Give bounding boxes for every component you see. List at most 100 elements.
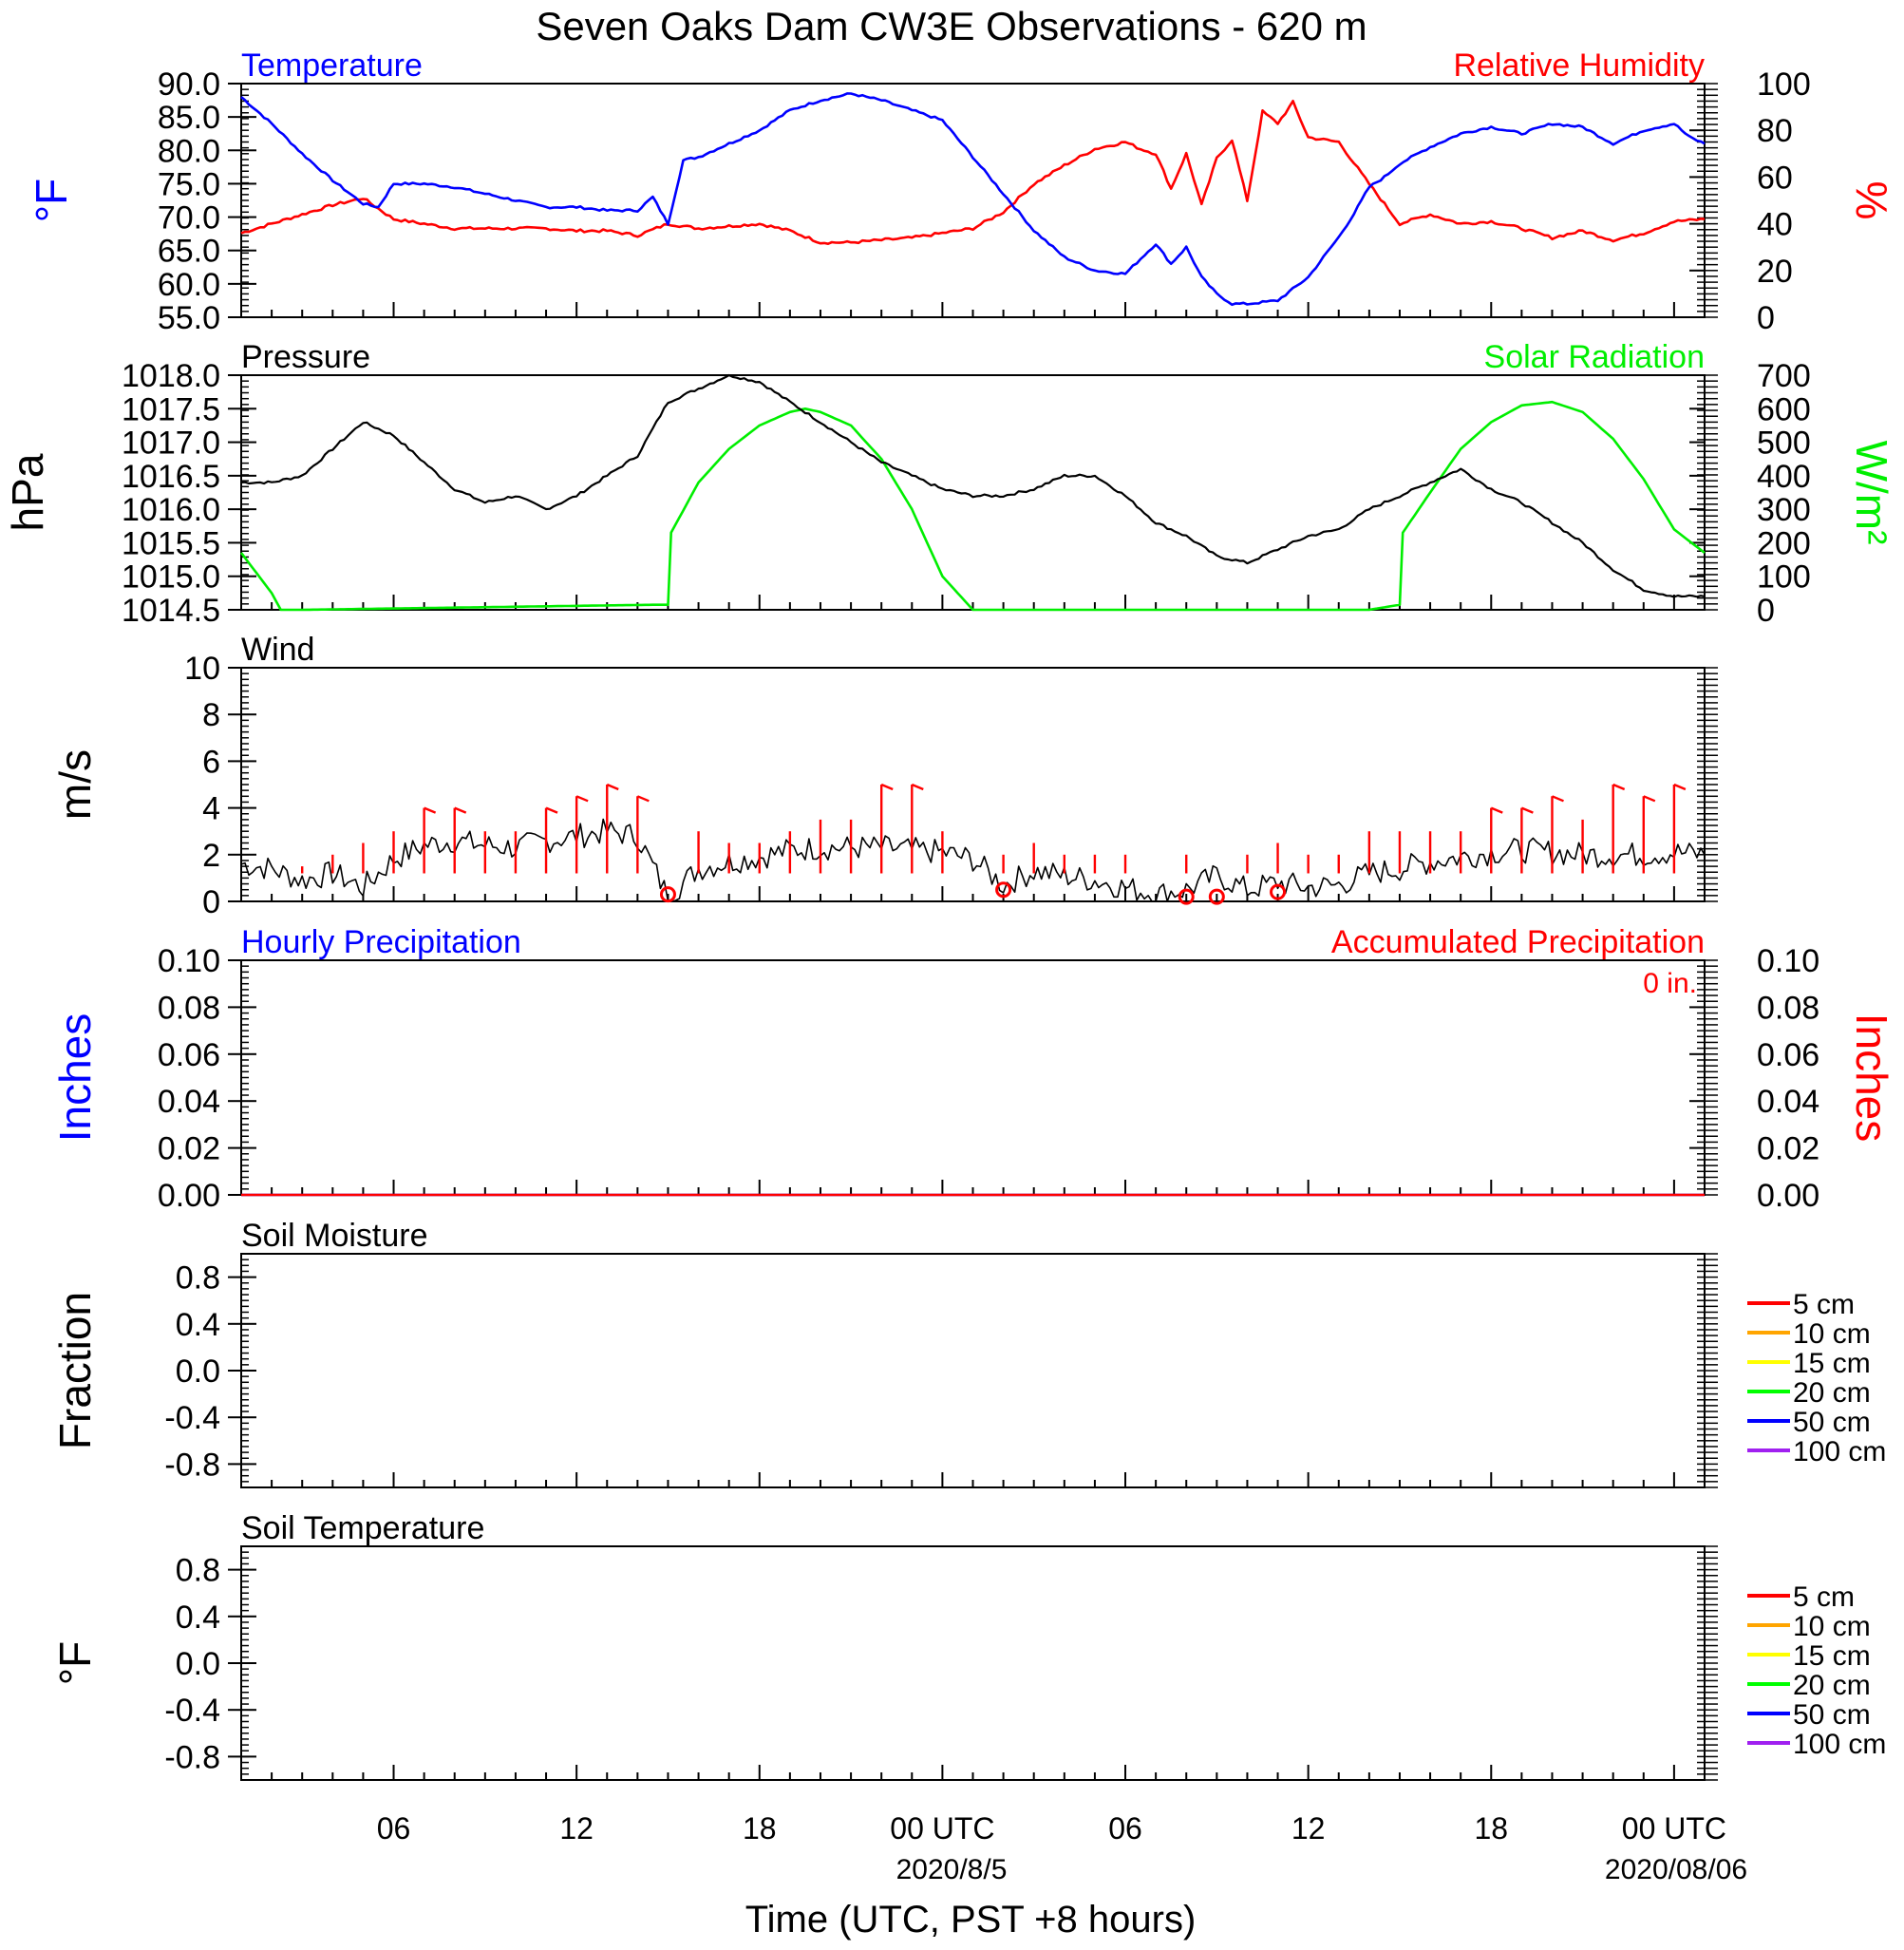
y-right-tick-label: 100: [1757, 66, 1811, 103]
wind-barb-flag-5: [454, 806, 467, 814]
wind-barb-flag-37: [1552, 795, 1564, 803]
y-right-tick-label: 0.06: [1757, 1037, 1819, 1073]
series-pressure: [240, 373, 1706, 598]
x-tick-label-5: 12: [1291, 1811, 1326, 1846]
x-tick-labels: 06 12 18 00 UTC 06 12 18 00 UTC: [377, 1811, 1726, 1846]
wind-barb-flag-10: [606, 783, 619, 791]
y-right-tick-label: 600: [1757, 391, 1811, 427]
calm-marker-2: [1178, 888, 1195, 905]
y-tick-label: -0.4: [164, 1400, 220, 1436]
y-right-tick-label: 700: [1757, 358, 1811, 394]
y-tick-label: 75.0: [158, 166, 220, 202]
wind-barb-flag-11: [636, 795, 650, 803]
y-tick-label: 70.0: [158, 200, 220, 237]
y-tick-label: 0.8: [176, 1553, 220, 1589]
legend-label-3: 20 cm: [1793, 1670, 1871, 1701]
legend-label-5: 100 cm: [1793, 1436, 1886, 1467]
y-tick-label: 1014.5: [122, 593, 220, 629]
y-tick-label: 1018.0: [122, 358, 220, 394]
panel-left-unit: m/s: [50, 749, 100, 820]
x-tick-label-7: 00 UTC: [1622, 1811, 1726, 1846]
x-axis-label: Time (UTC, PST +8 hours): [745, 1899, 1197, 1941]
x-axis: 06 12 18 00 UTC 06 12 18 00 UTC 2020/8/5 2020/0…: [377, 1811, 1747, 1941]
y-tick-label: 0.4: [176, 1600, 220, 1636]
wind-barb-flag-9: [575, 795, 589, 803]
panel-frame: [240, 667, 1706, 902]
wind-barb-flag-19: [911, 783, 924, 791]
y-right-tick-label: 100: [1757, 559, 1811, 596]
panel-precip: 0.10 0.08 0.06 0.04 0.02 0.00 0.10 0.08 0.06 0.04…: [50, 924, 1896, 1214]
y-right-tick-label: 300: [1757, 492, 1811, 528]
y-right-tick-label: 80: [1757, 113, 1793, 149]
y-right-tick-label: 0: [1757, 300, 1775, 336]
chart-title: Seven Oaks Dam CW3E Observations - 620 m: [536, 4, 1367, 48]
x-tick-label-2: 18: [743, 1811, 777, 1846]
y-tick-label: -0.8: [164, 1447, 220, 1483]
wind-barb-flag-41: [1673, 783, 1687, 791]
y-tick-label: 60.0: [158, 267, 220, 303]
panel-right-title: Relative Humidity: [1453, 47, 1705, 84]
wind-barb-flag-18: [880, 783, 894, 791]
y-tick-label: 1017.0: [122, 426, 220, 462]
series-temperature: [240, 92, 1706, 307]
legend-label-1: 10 cm: [1793, 1611, 1871, 1642]
legend-label-0: 5 cm: [1793, 1581, 1855, 1613]
y-tick-label: -0.8: [164, 1739, 220, 1775]
panel-right-title: Accumulated Precipitation: [1331, 924, 1705, 960]
panel-left-title: Soil Moisture: [241, 1218, 428, 1254]
series-relative-humidity: [240, 100, 1706, 246]
y-tick-label: 0.4: [176, 1307, 220, 1343]
y-tick-label: 65.0: [158, 234, 220, 270]
y-tick-label: 2: [202, 838, 220, 874]
x-tick-label-6: 18: [1474, 1811, 1508, 1846]
panel-temp-rh: 90.085.080.075.070.065.060.055.0 100 80 60 4…: [27, 47, 1896, 336]
y-tick-label: 0.06: [158, 1037, 220, 1073]
legend-label-4: 50 cm: [1793, 1699, 1871, 1731]
panel-left-unit: Inches: [50, 1013, 100, 1143]
wind-barb-flag-40: [1643, 795, 1656, 803]
legend-label-5: 100 cm: [1793, 1729, 1886, 1760]
calm-marker-4: [1270, 883, 1287, 900]
panel-left-title: Hourly Precipitation: [241, 924, 521, 960]
y-tick-label: 90.0: [158, 66, 220, 103]
legend-label-0: 5 cm: [1793, 1289, 1855, 1320]
y-right-tick-label: 0.04: [1757, 1084, 1819, 1120]
wind-barb-flag-8: [545, 806, 558, 814]
y-tick-label: -0.4: [164, 1693, 220, 1729]
legend-label-1: 10 cm: [1793, 1318, 1871, 1350]
panel-left-unit: °F: [50, 1641, 100, 1686]
panel-right-unit: W/m²: [1847, 441, 1896, 545]
y-tick-label: 0.08: [158, 990, 220, 1026]
calm-marker-0: [659, 886, 676, 903]
y-tick-label: 0.8: [176, 1260, 220, 1297]
accumulated-total-label: 0 in.: [1643, 968, 1697, 999]
series-solar-radiation: [239, 400, 1706, 612]
panel-left-title: Pressure: [241, 339, 370, 375]
legend-label-4: 50 cm: [1793, 1407, 1871, 1438]
y-right-tick-label: 0.02: [1757, 1131, 1819, 1167]
x-tick-label-1: 12: [559, 1811, 594, 1846]
y-tick-label: 1015.0: [122, 559, 220, 596]
panel-frame: [240, 1545, 1706, 1781]
panel-frame: [240, 1253, 1706, 1488]
y-tick-label: 4: [202, 791, 220, 827]
panel-soil-moisture: 0.8 0.4 0.0 -0.4 -0.8 Soil Moisture Fraction 5 …: [50, 1218, 1886, 1488]
panel-frame: [240, 83, 1706, 318]
y-tick-label: 8: [202, 697, 220, 733]
y-tick-label: 80.0: [158, 133, 220, 169]
wind-barbs: [301, 783, 1687, 874]
y-right-tick-label: 500: [1757, 426, 1811, 462]
panel-right-unit: %: [1847, 181, 1896, 220]
panel-pressure-solar: 1018.01017.51017.01016.51016.01015.51015…: [3, 339, 1896, 629]
panel-left-unit: Fraction: [50, 1292, 100, 1449]
y-right-tick-label: 400: [1757, 459, 1811, 495]
y-tick-label: 0.0: [176, 1354, 220, 1390]
y-tick-label: 1016.0: [122, 492, 220, 528]
panel-left-unit: °F: [27, 179, 76, 223]
wind-barb-flag-35: [1490, 806, 1503, 814]
y-right-tick-label: 20: [1757, 254, 1793, 290]
y-tick-label: 0.04: [158, 1084, 220, 1120]
